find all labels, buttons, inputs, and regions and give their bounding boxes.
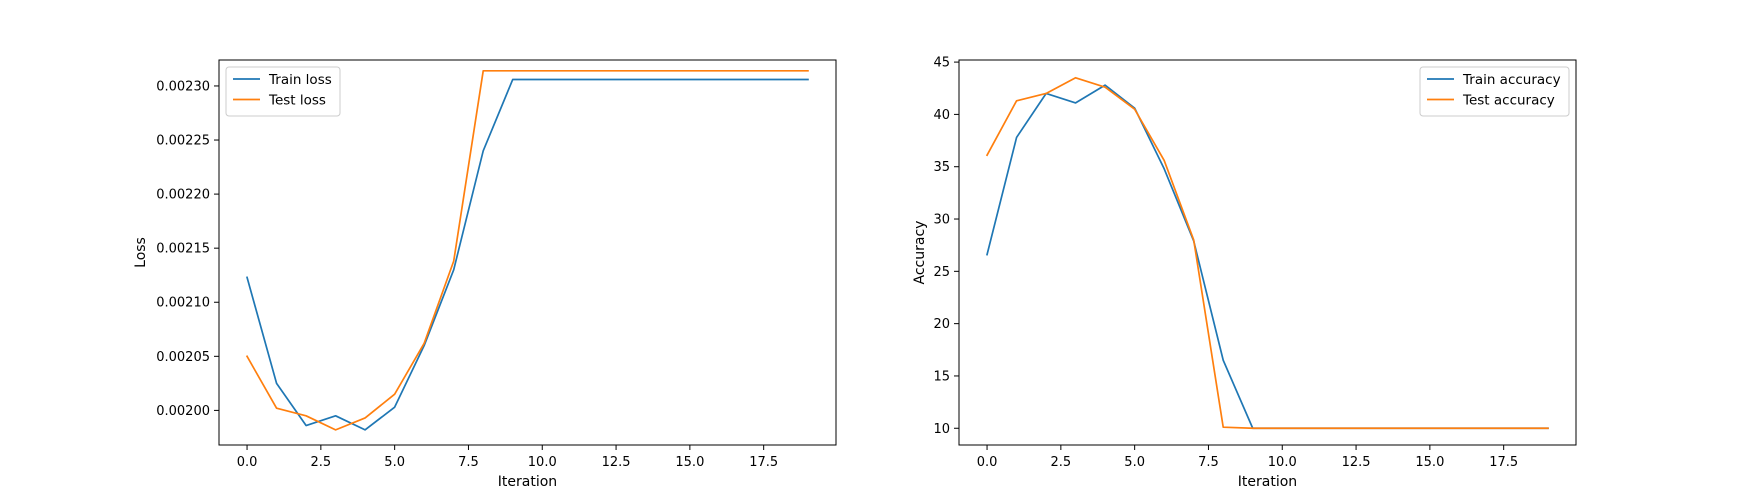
y-tick-label: 25 [933,265,950,280]
x-tick-label: 0.0 [237,455,258,470]
y-tick-label: 0.00210 [156,296,210,311]
legend: Train accuracy Test accuracy [1419,66,1570,117]
y-tick-label: 10 [933,422,950,437]
x-tick-label: 10.0 [528,455,557,470]
x-tick-label: 5.0 [1124,455,1145,470]
y-tick-label: 0.00230 [156,79,210,94]
y-tick-label: 45 [933,56,950,71]
legend-label: Test accuracy [1462,93,1555,109]
x-tick-label: 15.0 [675,455,704,470]
y-tick-label: 0.00200 [156,404,210,419]
y-tick-label: 20 [933,317,950,332]
loss-chart: 0.0 2.5 5.0 7.5 10.0 12.5 15.0 17.5 0.00200 0.002… [133,59,837,490]
x-tick-label: 2.5 [311,455,332,470]
y-axis-label: Accuracy [912,221,928,285]
legend-label: Train accuracy [1462,72,1561,88]
y-tick-label: 0.00220 [156,188,210,203]
x-tick-label: 12.5 [1342,455,1371,470]
x-axis-label: Iteration [1238,474,1297,490]
axes-frame [218,59,837,446]
x-tick-label: 12.5 [602,455,631,470]
accuracy-chart: 0.0 2.5 5.0 7.5 10.0 12.5 15.0 17.5 10 15 20 25 30 35… [912,56,1577,490]
plot-area [959,60,1576,445]
x-tick-label: 17.5 [749,455,778,470]
x-tick-label: 7.5 [458,455,479,470]
y-tick-label: 15 [933,369,950,384]
y-tick-label: 0.00215 [156,242,210,257]
legend-label: Train loss [268,72,332,88]
legend-box [1419,66,1570,117]
y-tick-label: 0.00205 [156,350,210,365]
y-tick-label: 30 [933,213,950,228]
y-tick-label: 35 [933,160,950,175]
y-tick-label: 0.00225 [156,134,210,149]
series-line-train-loss [246,78,809,431]
x-tick-label: 10.0 [1268,455,1297,470]
plot-area [219,60,836,445]
x-tick-label: 5.0 [384,455,405,470]
x-tick-label: 15.0 [1415,455,1444,470]
x-tick-label: 2.5 [1051,455,1072,470]
series-line-test-accuracy [985,76,1549,430]
x-axis-label: Iteration [498,474,557,490]
legend-label: Test loss [268,93,326,109]
axes-frame [958,59,1577,446]
legend: Train loss Test loss [225,66,341,117]
x-tick-label: 0.0 [977,455,998,470]
series-line-test-loss [245,69,809,431]
x-tick-label: 7.5 [1198,455,1219,470]
y-tick-label: 40 [933,108,950,123]
x-tick-label: 17.5 [1489,455,1518,470]
y-axis-label: Loss [133,237,149,268]
